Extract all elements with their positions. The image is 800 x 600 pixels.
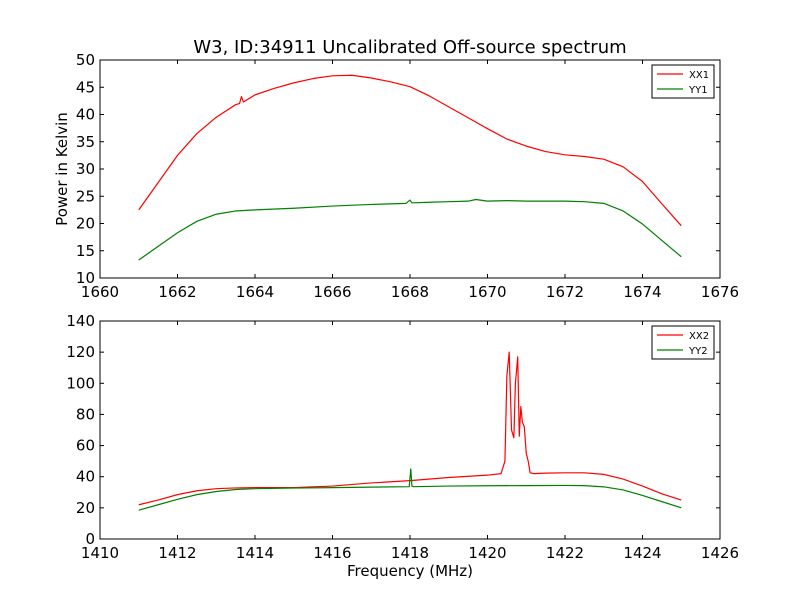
bottom-x-tick-label-6: 1422 xyxy=(546,544,584,562)
top-chart: W3, ID:34911 Uncalibrated Off-source spe… xyxy=(53,37,739,301)
bottom-y-tick-label-6: 120 xyxy=(66,343,95,361)
bottom-x-tick-label-8: 1426 xyxy=(701,544,739,562)
bottom-plot-area xyxy=(99,320,721,540)
bottom-series-line-yy2 xyxy=(138,468,682,511)
top-ticks: 1660 1662 1664 1666 1668 1670 1672 1674 1676 10 15… xyxy=(76,51,739,301)
legend-label-yy2: YY2 xyxy=(688,346,708,357)
bottom-x-tick-label-1: 1412 xyxy=(158,544,196,562)
top-chart-title: W3, ID:34911 Uncalibrated Off-source spe… xyxy=(193,37,626,58)
bottom-x-tick-label-0: 1410 xyxy=(81,544,119,562)
bottom-series xyxy=(138,351,682,511)
top-x-tick-label-6: 1672 xyxy=(546,283,584,301)
top-y-tick-label-5: 35 xyxy=(76,133,95,151)
top-x-tick-label-5: 1670 xyxy=(468,283,506,301)
bottom-y-tick-label-0: 0 xyxy=(85,530,95,548)
top-plot-area xyxy=(99,59,721,279)
bottom-x-tick-label-4: 1418 xyxy=(391,544,429,562)
top-series xyxy=(138,74,682,261)
top-y-tick-label-3: 25 xyxy=(76,187,95,205)
top-legend-box xyxy=(651,64,715,99)
bottom-y-tick-label-7: 140 xyxy=(66,312,95,330)
bottom-x-tick-label-2: 1414 xyxy=(236,544,274,562)
top-y-tick-label-1: 15 xyxy=(76,242,95,260)
top-y-tick-label-4: 30 xyxy=(76,160,95,178)
bottom-y-tick-label-4: 80 xyxy=(76,405,95,423)
bottom-chart: Frequency (MHz) 1410 1412 1414 1416 1418 1420… xyxy=(66,312,739,580)
bottom-x-tick-label-5: 1420 xyxy=(468,544,506,562)
top-y-tick-label-0: 10 xyxy=(76,269,95,287)
bottom-y-tick-label-2: 40 xyxy=(76,468,95,486)
top-series-line-yy1 xyxy=(138,198,682,261)
top-series-line-xx1 xyxy=(138,74,682,227)
bottom-ticks: 1410 1412 1414 1416 1418 1420 1422 1424 1426 0 20 4… xyxy=(66,312,739,562)
bottom-legend-box xyxy=(651,325,715,360)
bottom-x-tick-label-3: 1416 xyxy=(313,544,351,562)
top-y-tick-label-2: 20 xyxy=(76,215,95,233)
bottom-legend: XX2 YY2 xyxy=(651,325,715,360)
top-x-tick-label-7: 1674 xyxy=(623,283,661,301)
bottom-x-axis-label: Frequency (MHz) xyxy=(347,562,473,580)
legend-label-xx1: XX1 xyxy=(689,70,709,81)
top-x-tick-label-2: 1664 xyxy=(236,283,274,301)
top-y-tick-label-7: 45 xyxy=(76,78,95,96)
top-x-tick-label-8: 1676 xyxy=(701,283,739,301)
bottom-y-tick-label-3: 60 xyxy=(76,437,95,455)
top-x-tick-label-1: 1662 xyxy=(158,283,196,301)
top-y-tick-label-6: 40 xyxy=(76,106,95,124)
top-y-tick-label-8: 50 xyxy=(76,51,95,69)
top-x-tick-label-0: 1660 xyxy=(81,283,119,301)
bottom-x-tick-label-7: 1424 xyxy=(623,544,661,562)
top-y-axis-label: Power in Kelvin xyxy=(53,112,71,226)
top-x-tick-label-4: 1668 xyxy=(391,283,429,301)
top-legend: XX1 YY1 xyxy=(651,64,715,99)
top-x-tick-label-3: 1666 xyxy=(313,283,351,301)
bottom-series-line-xx2 xyxy=(138,351,682,506)
bottom-y-tick-label-1: 20 xyxy=(76,499,95,517)
legend-label-yy1: YY1 xyxy=(688,85,708,96)
bottom-y-tick-label-5: 100 xyxy=(66,374,95,392)
legend-label-xx2: XX2 xyxy=(689,331,709,342)
